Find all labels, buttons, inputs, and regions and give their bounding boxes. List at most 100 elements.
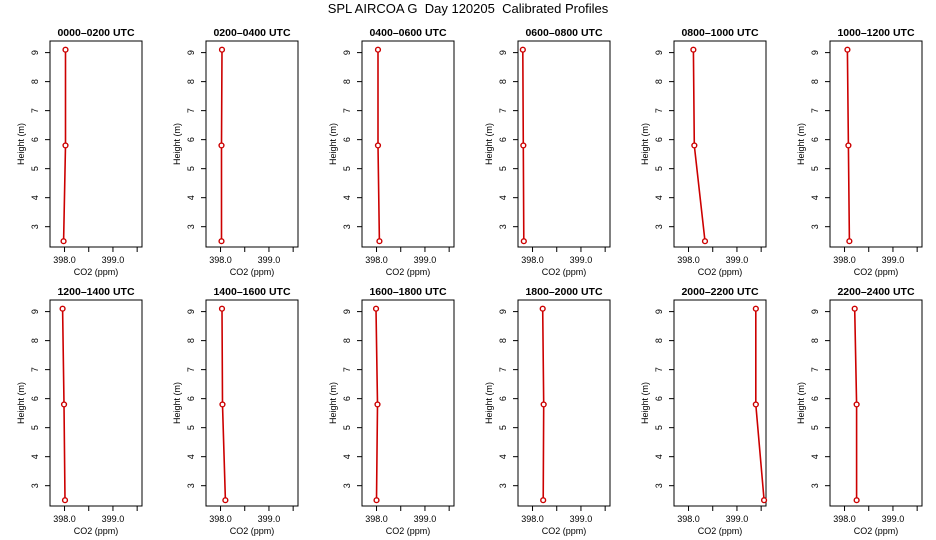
panel-1-frame [205, 40, 299, 248]
panel-8-ytick-label: 8 [342, 338, 352, 343]
panel-1-xlabel: CO2 (ppm) [230, 267, 275, 277]
panel-10-ytick-label: 3 [654, 483, 664, 488]
panel-11-ytick-label: 8 [810, 338, 820, 343]
panel-2: 0400–0600 UTC 3 4 5 6 7 8 9 398.0 399.0 CO2 (ppm) H… [328, 27, 455, 277]
panel-5-ylabel: Height (m) [796, 123, 806, 165]
panel-9-ytick-label: 7 [498, 367, 508, 372]
panel-3-ytick-label: 4 [498, 195, 508, 200]
panel-10-xtick-label: 398.0 [677, 514, 700, 524]
panel-8-ytick-label: 5 [342, 425, 352, 430]
panel-4-frame [673, 40, 767, 248]
panel-3: 0600–0800 UTC 3 4 5 6 7 8 9 398.0 399.0 CO2 (ppm) H… [484, 27, 611, 277]
panel-4-title: 0800–1000 UTC [681, 27, 758, 39]
panel-1-data-point [218, 142, 225, 149]
panel-8-ytick-label: 6 [342, 396, 352, 401]
panel-3-ytick-label: 7 [498, 108, 508, 113]
panel-7-ytick-label: 8 [186, 338, 196, 343]
panel-2-ytick-label: 6 [342, 137, 352, 142]
panel-1: 0200–0400 UTC 3 4 5 6 7 8 9 398.0 399.0 CO2 (ppm) H… [172, 27, 299, 277]
panel-8-ytick-label: 3 [342, 483, 352, 488]
panel-5-ytick-label: 7 [810, 108, 820, 113]
panel-11-ytick-label: 7 [810, 367, 820, 372]
panel-4: 0800–1000 UTC 3 4 5 6 7 8 9 398.0 399.0 CO2 (ppm) H… [640, 27, 767, 277]
panel-11-xtick-label: 398.0 [833, 514, 856, 524]
panel-9-data-point [540, 401, 547, 408]
panel-4-ytick-label: 5 [654, 166, 664, 171]
panel-5-frame [829, 40, 923, 248]
panel-3-title: 0600–0800 UTC [525, 27, 602, 39]
panel-5-ytick-label: 5 [810, 166, 820, 171]
panel-8-frame [361, 299, 455, 507]
panel-4-ylabel: Height (m) [640, 123, 650, 165]
panel-6-ytick-label: 3 [30, 483, 40, 488]
panel-11-frame [829, 299, 923, 507]
panel-11-xtick-label: 399.0 [882, 514, 905, 524]
panel-0-xtick-label: 398.0 [53, 255, 76, 265]
panel-0-ylabel: Height (m) [16, 123, 26, 165]
panel-11-data-point [853, 401, 860, 408]
panel-7-xlabel: CO2 (ppm) [230, 526, 275, 536]
panel-4-ytick-label: 7 [654, 108, 664, 113]
panel-5-title: 1000–1200 UTC [837, 27, 914, 39]
panel-6-ytick-label: 9 [30, 309, 40, 314]
panel-10: 2000–2200 UTC 3 4 5 6 7 8 9 398.0 399.0 CO2 (ppm) H… [640, 286, 768, 536]
panel-6-ytick-label: 5 [30, 425, 40, 430]
panel-10-ylabel: Height (m) [640, 382, 650, 424]
panel-6-xlabel: CO2 (ppm) [74, 526, 119, 536]
panel-0-frame [49, 40, 143, 248]
panel-8-xtick-label: 399.0 [414, 514, 437, 524]
panel-1-ytick-label: 7 [186, 108, 196, 113]
panel-6-ytick-label: 4 [30, 454, 40, 459]
panel-0-ytick-label: 6 [30, 137, 40, 142]
panel-5-xtick-label: 399.0 [882, 255, 905, 265]
panel-8-ytick-label: 7 [342, 367, 352, 372]
panel-10-xlabel: CO2 (ppm) [698, 526, 743, 536]
panel-8-ytick-label: 4 [342, 454, 352, 459]
panel-1-data-point [218, 238, 225, 245]
panel-5-ytick-label: 9 [810, 50, 820, 55]
panel-6-xtick-label: 398.0 [53, 514, 76, 524]
panel-11-ytick-label: 3 [810, 483, 820, 488]
panel-9-xtick-label: 399.0 [570, 514, 593, 524]
panel-0-data-point [60, 238, 67, 245]
panel-4-xtick-label: 399.0 [726, 255, 749, 265]
panel-0-title: 0000–0200 UTC [57, 27, 134, 39]
panel-2-xlabel: CO2 (ppm) [386, 267, 431, 277]
panel-3-data-point [520, 238, 527, 245]
panel-0: 0000–0200 UTC 3 4 5 6 7 8 9 398.0 399.0 CO2 (ppm) H… [16, 27, 143, 277]
panel-4-xtick-label: 398.0 [677, 255, 700, 265]
panel-4-data-point [701, 238, 709, 245]
panel-9-ylabel: Height (m) [484, 382, 494, 424]
panel-2-ylabel: Height (m) [328, 123, 338, 165]
panel-5-xtick-label: 398.0 [833, 255, 856, 265]
panel-9-ytick-label: 6 [498, 396, 508, 401]
panel-2-xtick-label: 399.0 [414, 255, 437, 265]
panel-10-data-point [760, 497, 768, 504]
panel-3-frame [517, 40, 611, 248]
panel-5-data-point [845, 142, 852, 149]
panel-10-ytick-label: 6 [654, 396, 664, 401]
panel-4-ytick-label: 4 [654, 195, 664, 200]
panel-0-ytick-label: 7 [30, 108, 40, 113]
panel-4-data-point [690, 46, 697, 53]
panel-2-data-point [374, 142, 382, 149]
panel-1-ytick-label: 4 [186, 195, 196, 200]
panel-7-ytick-label: 3 [186, 483, 196, 488]
panel-9-title: 1800–2000 UTC [525, 286, 602, 298]
panel-9-data-point [540, 497, 547, 504]
panel-7-data-point [219, 401, 226, 408]
panel-1-ytick-label: 3 [186, 224, 196, 229]
panel-3-data-point [520, 142, 527, 149]
panel-11-ylabel: Height (m) [796, 382, 806, 424]
panel-3-ytick-label: 8 [498, 79, 508, 84]
panel-7-title: 1400–1600 UTC [213, 286, 290, 298]
panel-7-ytick-label: 6 [186, 396, 196, 401]
panel-9-frame [517, 299, 611, 507]
panel-7-xtick-label: 398.0 [209, 514, 232, 524]
panel-10-ytick-label: 8 [654, 338, 664, 343]
panel-11-ytick-label: 4 [810, 454, 820, 459]
panel-1-ytick-label: 6 [186, 137, 196, 142]
panel-6-data-point [60, 401, 68, 408]
panel-5-data-point [846, 238, 853, 245]
panel-2-ytick-label: 9 [342, 50, 352, 55]
